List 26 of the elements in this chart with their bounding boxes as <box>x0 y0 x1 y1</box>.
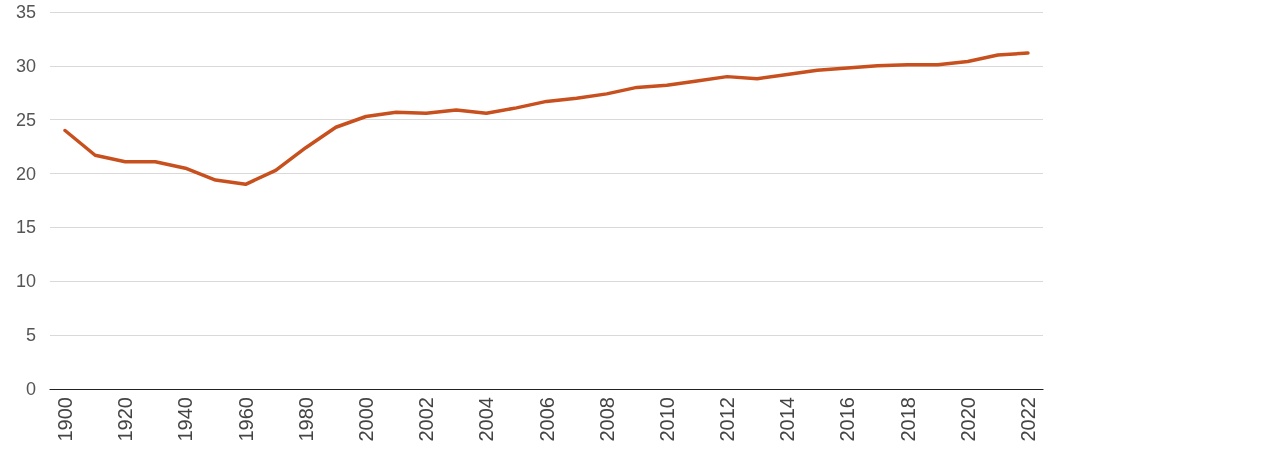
line-series <box>63 51 1030 187</box>
x-tick-label: 2004 <box>475 397 498 442</box>
x-tick-label: 2010 <box>655 397 678 442</box>
x-tick-label: 1900 <box>54 397 77 442</box>
x-tick-label: 2012 <box>716 397 739 442</box>
y-tick-label: 15 <box>15 217 36 238</box>
x-tick-label: 2008 <box>595 397 618 442</box>
x-tick-label: 2018 <box>896 397 919 442</box>
y-tick-label: 20 <box>15 163 36 184</box>
x-tick-label: 1920 <box>114 397 137 442</box>
y-tick-label: 5 <box>25 325 36 346</box>
y-tick-label: 35 <box>15 2 36 22</box>
x-tick-label: 1960 <box>234 397 257 442</box>
x-tick-label: 1940 <box>174 397 197 442</box>
x-tick-label: 2006 <box>535 397 558 442</box>
x-tick-label: 2002 <box>415 397 438 442</box>
x-tick-label: 2020 <box>956 397 979 442</box>
x-tick-label: 2000 <box>354 397 377 442</box>
x-tick-label: 2022 <box>1016 397 1039 442</box>
x-tick-label: 2014 <box>776 397 799 442</box>
x-tick-label: 2016 <box>836 397 859 442</box>
y-tick-label: 30 <box>15 55 36 76</box>
y-tick-label: 0 <box>25 379 36 399</box>
y-tick-label: 25 <box>15 109 36 130</box>
x-tick-label: 1980 <box>294 397 317 442</box>
y-tick-label: 10 <box>15 271 36 292</box>
